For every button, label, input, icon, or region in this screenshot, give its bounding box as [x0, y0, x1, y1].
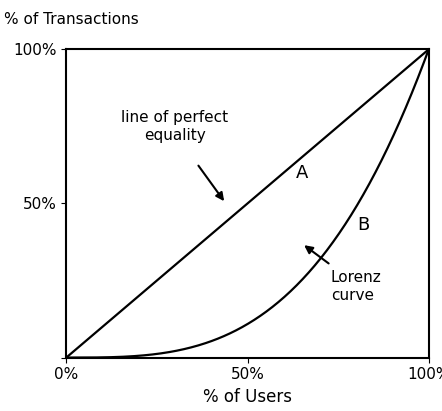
- Text: Lorenz
curve: Lorenz curve: [331, 270, 381, 303]
- X-axis label: % of Users: % of Users: [203, 388, 292, 406]
- Text: % of Transactions: % of Transactions: [4, 12, 139, 27]
- Text: A: A: [296, 164, 308, 182]
- Text: B: B: [358, 216, 370, 234]
- Text: line of perfect
equality: line of perfect equality: [122, 110, 229, 143]
